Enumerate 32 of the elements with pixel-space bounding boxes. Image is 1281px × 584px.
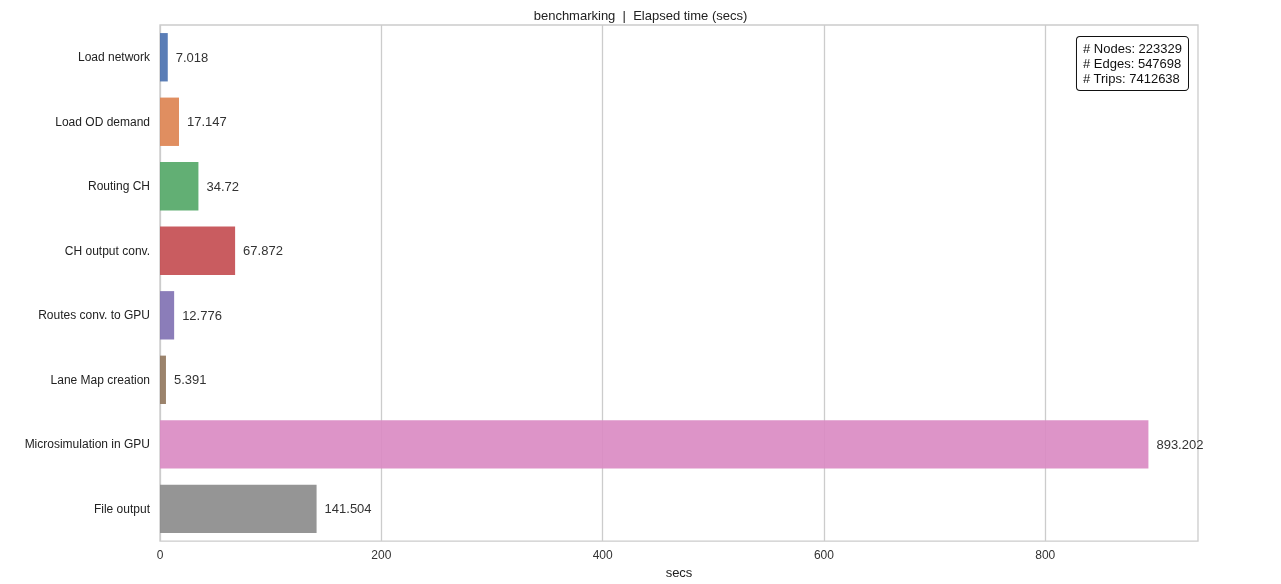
data-label: 67.872 xyxy=(243,243,283,259)
bar xyxy=(160,97,179,146)
y-tick-label: Microsimulation in GPU xyxy=(24,437,150,452)
y-tick-label: Routes conv. to GPU xyxy=(38,308,150,323)
x-axis-title: secs xyxy=(665,565,693,580)
y-tick-label: CH output conv. xyxy=(64,243,150,258)
bar xyxy=(160,355,166,405)
data-label: 141.504 xyxy=(324,501,372,517)
bar xyxy=(160,484,317,534)
bar xyxy=(160,162,199,211)
data-label: 12.776 xyxy=(182,307,222,323)
x-tick-label: 400 xyxy=(592,548,613,563)
data-label: 5.391 xyxy=(173,372,207,388)
annotation: # Nodes: 223329 # Edges: 547698 # Trips: 7412638 xyxy=(1082,41,1183,86)
x-tick-label: 800 xyxy=(1035,548,1056,563)
x-tick-label: 600 xyxy=(813,548,835,563)
data-label: 17.147 xyxy=(186,114,227,130)
y-tick-label: Routing CH xyxy=(87,179,150,194)
y-tick-label: File output xyxy=(93,501,151,516)
bar xyxy=(160,226,236,275)
bar xyxy=(160,291,175,340)
data-label: 34.72 xyxy=(206,178,239,194)
bar xyxy=(160,420,1149,469)
x-tick-label: 0 xyxy=(156,548,164,563)
data-label: 7.018 xyxy=(175,49,209,65)
x-tick-label: 200 xyxy=(371,548,392,563)
y-tick-label: Lane Map creation xyxy=(50,372,150,387)
data-label: 893.202 xyxy=(1156,436,1204,452)
y-tick-label: Load network xyxy=(77,50,151,65)
y-tick-label: Load OD demand xyxy=(55,114,150,129)
chart-title: benchmarking | Elapsed time (secs) xyxy=(533,8,748,23)
bar xyxy=(160,33,168,82)
